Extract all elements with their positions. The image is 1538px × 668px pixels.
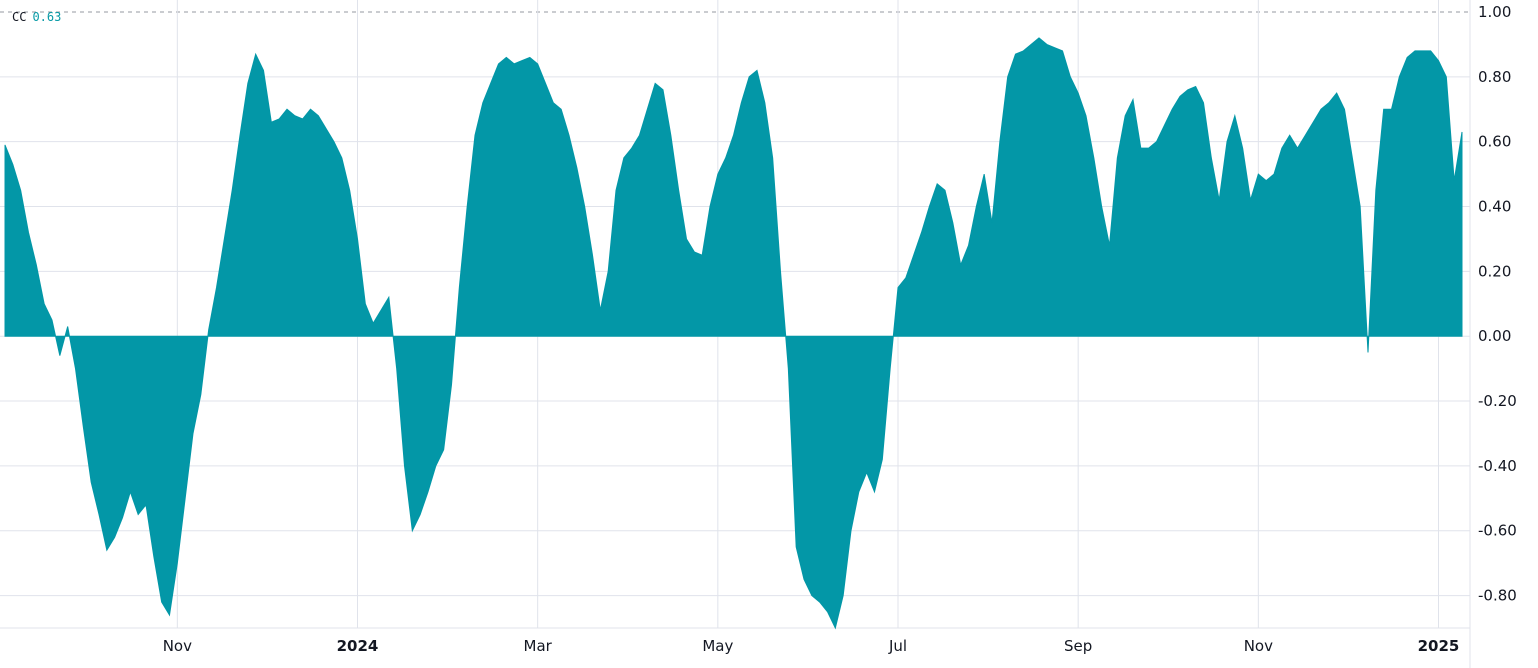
- x-tick-label: Nov: [1244, 637, 1273, 655]
- axis-layer: 1.00 0.80 0.60 0.40 0.20 0.00 -0.20 -0.40 -0.60 -…: [163, 3, 1517, 655]
- legend: CC 0.63: [12, 10, 61, 24]
- y-tick-label: 0.60: [1478, 133, 1511, 151]
- cc-area-series: [4, 37, 1463, 630]
- y-tick-label: -0.40: [1478, 457, 1517, 475]
- y-tick-label: 0.80: [1478, 68, 1511, 86]
- y-tick-label: 0.40: [1478, 198, 1511, 216]
- x-tick-label: Sep: [1064, 637, 1092, 655]
- legend-value: 0.63: [32, 10, 62, 24]
- y-tick-label: -0.20: [1478, 392, 1517, 410]
- y-tick-label: 0.00: [1478, 327, 1511, 345]
- y-tick-label: 1.00: [1478, 3, 1511, 21]
- y-tick-label: -0.80: [1478, 587, 1517, 605]
- x-tick-label: 2025: [1418, 637, 1460, 655]
- x-tick-label: Mar: [524, 637, 553, 655]
- x-tick-label: Jul: [888, 637, 907, 655]
- y-tick-label: 0.20: [1478, 262, 1511, 280]
- x-tick-label: 2024: [337, 637, 379, 655]
- area-layer: [4, 37, 1463, 630]
- legend-label: CC: [12, 10, 27, 24]
- x-tick-label: Nov: [163, 637, 192, 655]
- x-tick-label: May: [702, 637, 733, 655]
- y-tick-label: -0.60: [1478, 522, 1517, 540]
